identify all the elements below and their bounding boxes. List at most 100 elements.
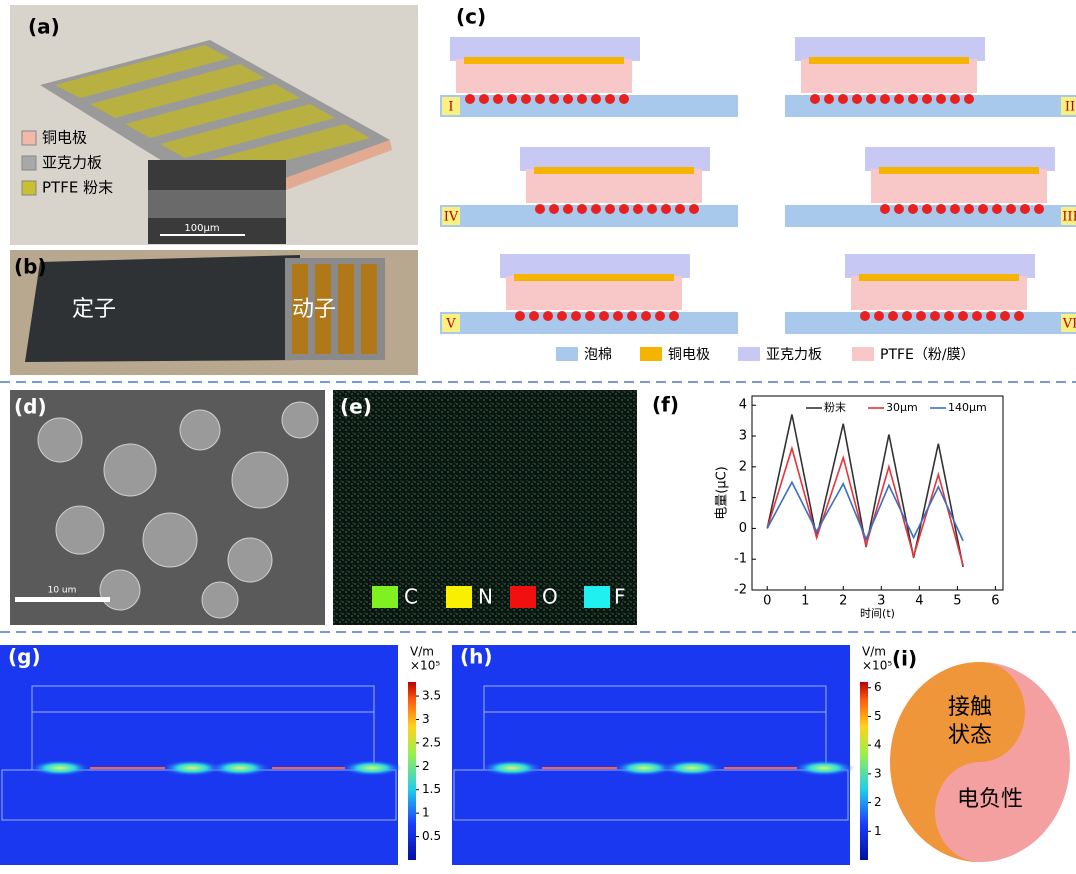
charge bbox=[689, 204, 699, 214]
charge bbox=[521, 94, 531, 104]
element: F bbox=[614, 585, 626, 609]
hotspot bbox=[342, 760, 402, 776]
charge bbox=[950, 94, 960, 104]
charge bbox=[585, 311, 595, 321]
x-tick-label: 2 bbox=[839, 594, 847, 609]
charge bbox=[838, 94, 848, 104]
charge bbox=[824, 94, 834, 104]
charge bbox=[661, 204, 671, 214]
charge bbox=[633, 204, 643, 214]
charge bbox=[860, 311, 870, 321]
colorbar-tick-label: 2 bbox=[422, 759, 430, 773]
legend-text: PTFE（粉/膜） bbox=[880, 347, 975, 363]
panel-label: (i) bbox=[892, 647, 917, 671]
charge bbox=[493, 94, 503, 104]
panel-label: (f) bbox=[652, 393, 679, 417]
ptfe bbox=[801, 59, 977, 93]
charge bbox=[605, 94, 615, 104]
charge bbox=[944, 311, 954, 321]
charge bbox=[605, 204, 615, 214]
colorbar-tick-label: 2.5 bbox=[422, 735, 441, 749]
y-tick-label: 1 bbox=[739, 490, 747, 505]
panel-label: (h) bbox=[460, 645, 493, 669]
panel-label: (g) bbox=[8, 645, 41, 669]
charge bbox=[479, 94, 489, 104]
charge bbox=[641, 311, 651, 321]
ptfe bbox=[506, 276, 682, 310]
charge bbox=[1006, 204, 1016, 214]
colorbar-unit: V/m bbox=[862, 645, 886, 659]
charge bbox=[958, 311, 968, 321]
y-tick-label: 0 bbox=[739, 521, 747, 536]
colorbar-tick-label: 5 bbox=[874, 709, 882, 723]
electrode bbox=[879, 167, 1039, 174]
charge bbox=[647, 204, 657, 214]
hotspot bbox=[210, 760, 270, 776]
y-tick-label: -2 bbox=[734, 583, 747, 598]
hotspot bbox=[662, 760, 722, 776]
charge bbox=[543, 311, 553, 321]
charge bbox=[972, 311, 982, 321]
charge bbox=[936, 94, 946, 104]
charge bbox=[577, 94, 587, 104]
element: O bbox=[542, 585, 558, 609]
colorbar-tick-label: 4 bbox=[874, 738, 882, 752]
charge bbox=[950, 204, 960, 214]
colorbar-tick-label: 2 bbox=[874, 795, 882, 809]
stage-label: IV bbox=[444, 210, 459, 225]
charge bbox=[563, 204, 573, 214]
stage-label: V bbox=[445, 317, 456, 332]
x-tick-label: 4 bbox=[915, 594, 923, 609]
charge bbox=[916, 311, 926, 321]
yin-text: 状态 bbox=[948, 723, 992, 748]
charge bbox=[515, 311, 525, 321]
legend-text: PTFE 粉末 bbox=[42, 179, 113, 197]
charge bbox=[964, 94, 974, 104]
y-tick-label: 2 bbox=[739, 459, 747, 474]
legend-text: 亚克力板 bbox=[42, 154, 102, 172]
figure: (a) 铜电极 亚克力板 PTFE 粉末 100μm (b) 定子 动子 (c)… bbox=[0, 0, 1076, 870]
charge bbox=[655, 311, 665, 321]
charge bbox=[675, 204, 685, 214]
y-tick-label: -1 bbox=[734, 552, 747, 567]
charge bbox=[978, 204, 988, 214]
charge bbox=[1020, 204, 1030, 214]
x-tick-label: 5 bbox=[953, 594, 961, 609]
charge bbox=[810, 94, 820, 104]
electrode bbox=[534, 167, 694, 174]
charge bbox=[549, 204, 559, 214]
colorbar-tick-label: 1 bbox=[422, 806, 430, 820]
legend-label: 30μm bbox=[886, 401, 918, 414]
x-axis-label: 时间(t) bbox=[860, 607, 895, 620]
charge bbox=[986, 311, 996, 321]
panel-b: (b) 定子 动子 bbox=[10, 250, 418, 375]
panel-f: (f) -2-1012340123456时间(t)电量(μC)粉末30μm140… bbox=[652, 393, 1003, 621]
charge bbox=[591, 204, 601, 214]
charge bbox=[880, 94, 890, 104]
legend-label: 140μm bbox=[948, 401, 987, 414]
field bbox=[452, 645, 850, 865]
x-tick-label: 1 bbox=[801, 594, 809, 609]
electrode bbox=[464, 57, 624, 64]
hotspot bbox=[482, 760, 542, 776]
charge bbox=[507, 94, 517, 104]
ptfe bbox=[851, 276, 1027, 310]
colorbar-tick-label: 3.5 bbox=[422, 689, 441, 703]
y-tick-label: 4 bbox=[739, 398, 747, 413]
charge bbox=[529, 311, 539, 321]
panel-label: (d) bbox=[14, 395, 47, 419]
charge bbox=[922, 94, 932, 104]
stage-label: II bbox=[1065, 100, 1075, 115]
legend-text: 铜电极 bbox=[42, 129, 87, 147]
charge bbox=[894, 204, 904, 214]
colorbar-tick-label: 1.5 bbox=[422, 782, 441, 796]
charge bbox=[880, 204, 890, 214]
electrode bbox=[514, 274, 674, 281]
hotspot bbox=[794, 760, 854, 776]
charge bbox=[866, 94, 876, 104]
y-tick-label: 3 bbox=[739, 429, 747, 444]
charge bbox=[557, 311, 567, 321]
scale-bar: 100μm bbox=[184, 223, 219, 234]
panel-h: (h)V/m×10⁵123456 bbox=[452, 645, 892, 866]
